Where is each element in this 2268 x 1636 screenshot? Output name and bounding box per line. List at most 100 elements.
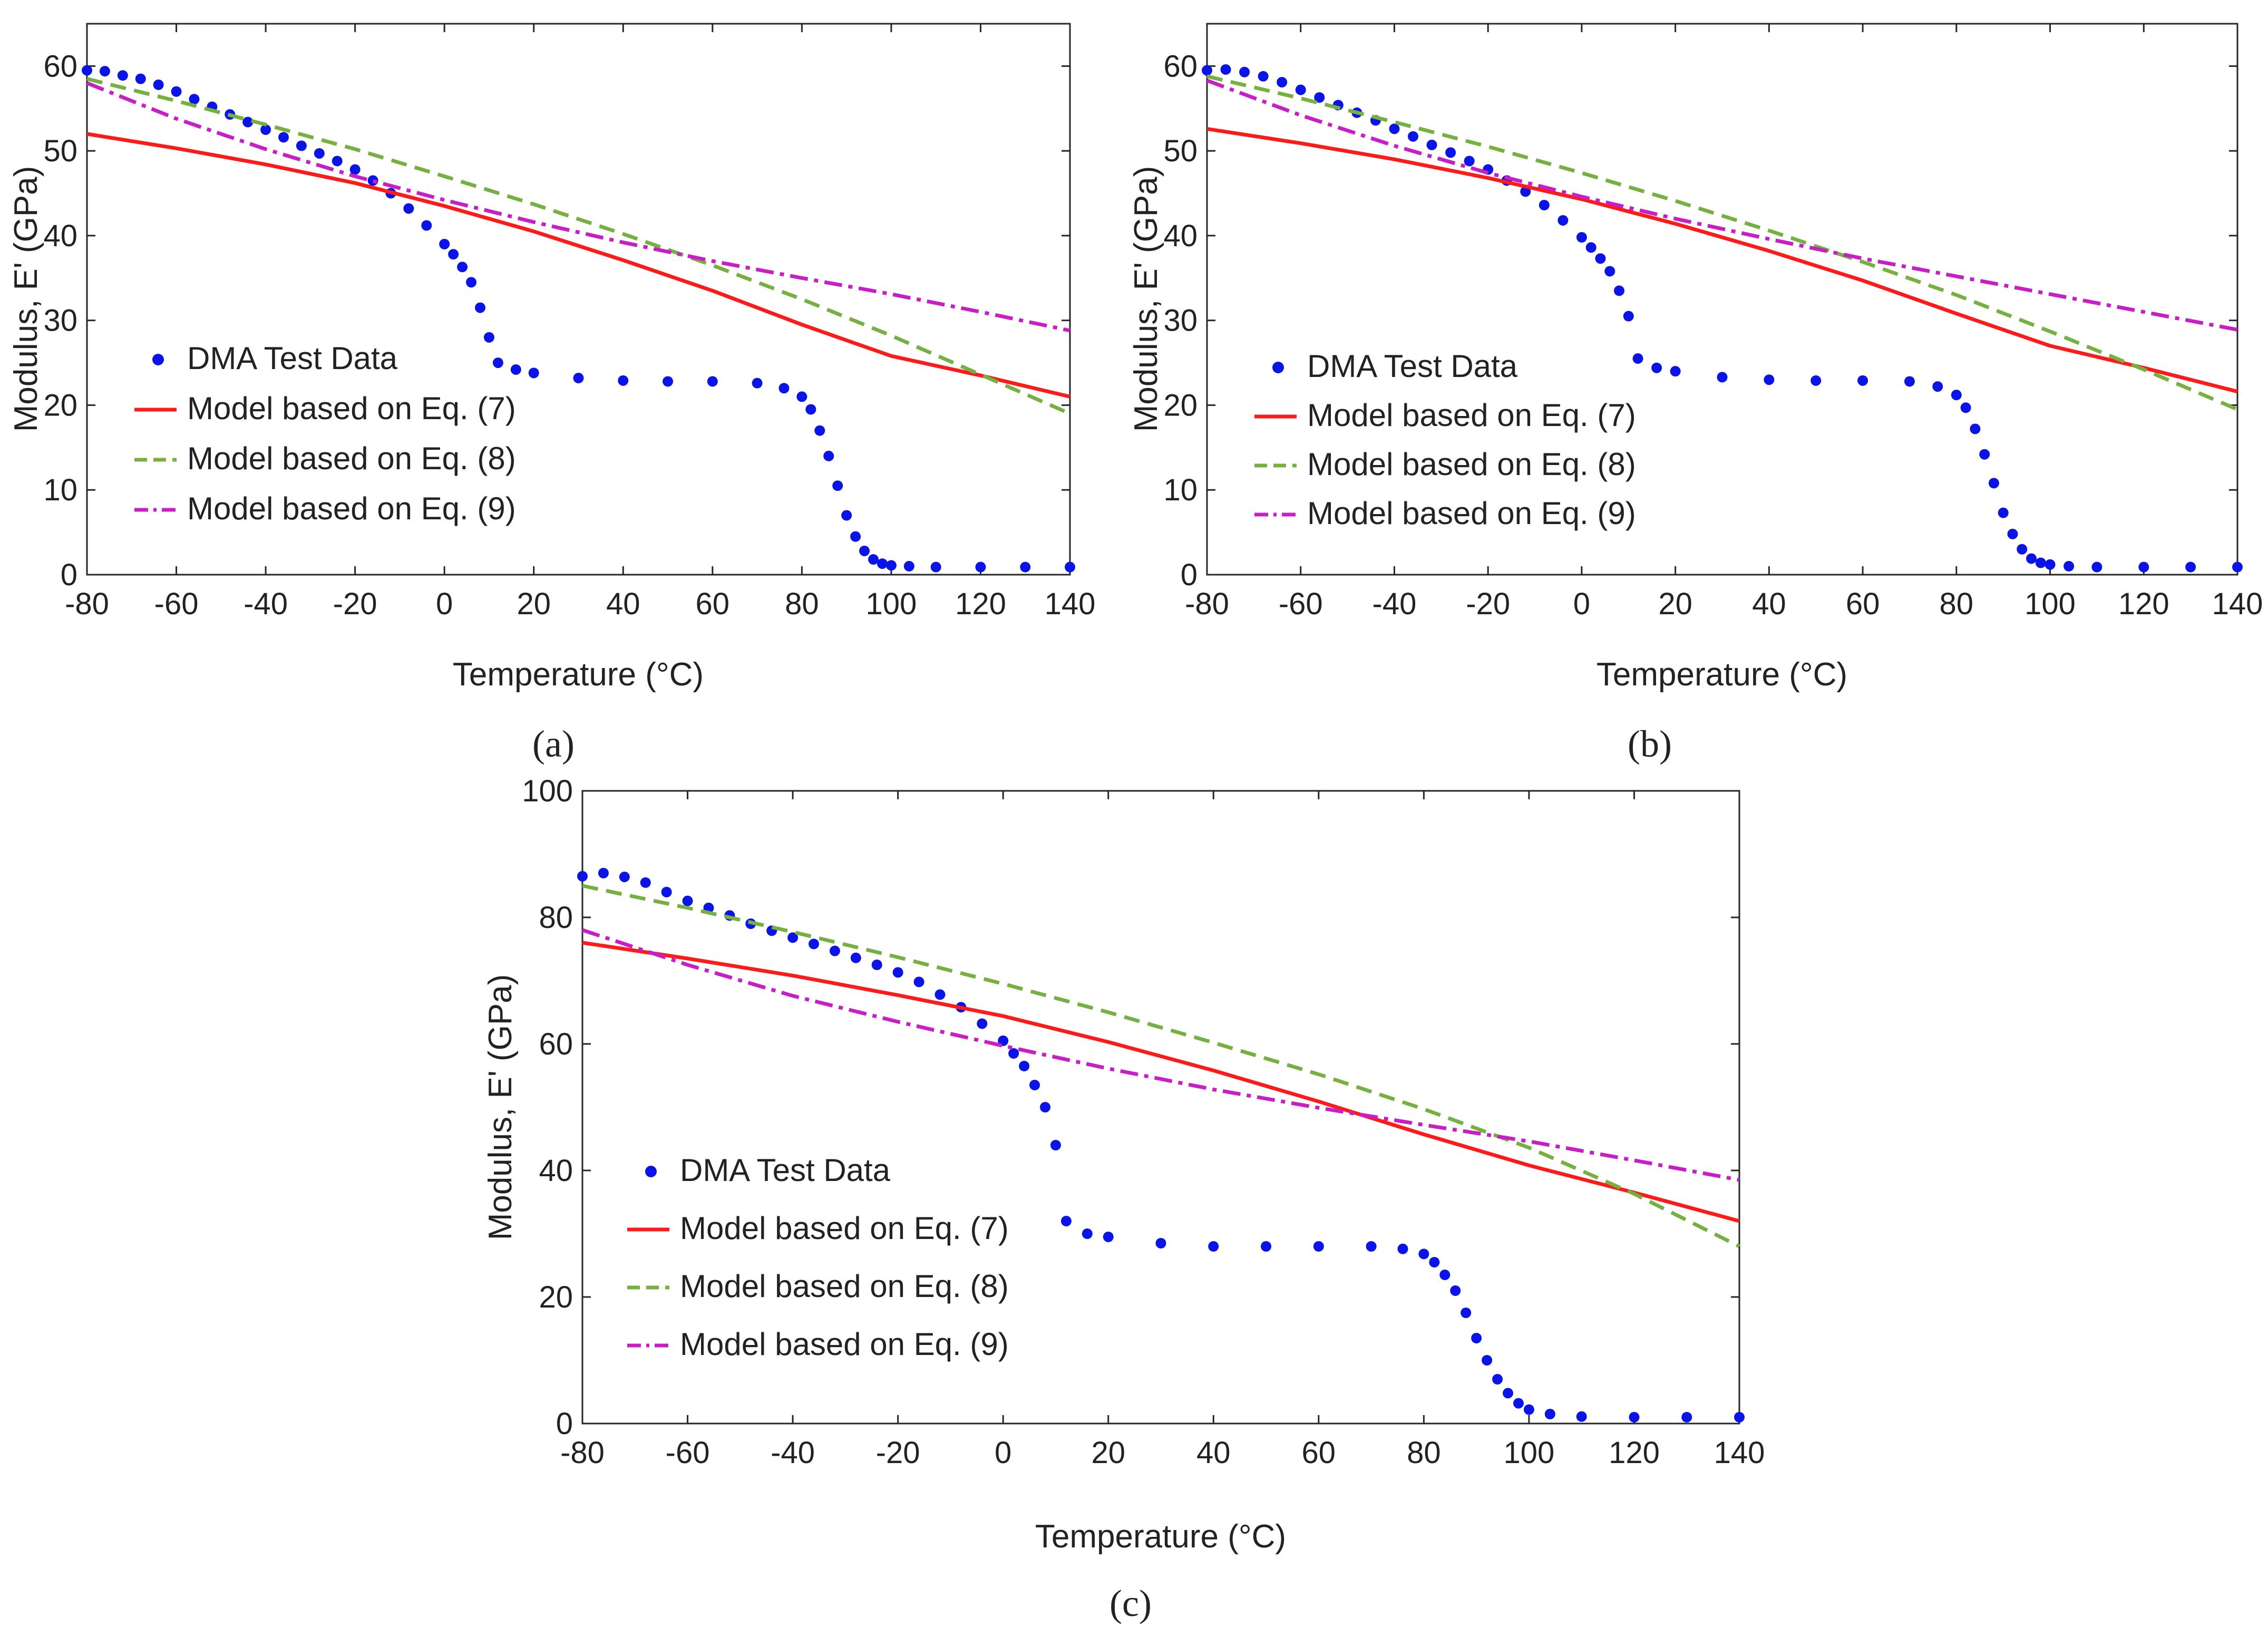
chart-a: -80 -60 -40 -20 0 20 40 60 80 100 120 140 0 10 20 30 40 5… bbox=[8, 23, 1095, 765]
chart-c-dma-point bbox=[1734, 1412, 1745, 1422]
chart-a-legend: DMA Test Data Model based on Eq. (7) Model… bbox=[134, 341, 516, 526]
chart-c-series bbox=[577, 868, 1745, 1422]
chart-a-xtick-label: 80 bbox=[785, 587, 819, 621]
chart-b-dma-point bbox=[1558, 215, 1569, 226]
chart-a-dma-point bbox=[573, 373, 584, 384]
chart-c-dma-point bbox=[1261, 1241, 1272, 1252]
chart-a-panel-label: (a) bbox=[532, 723, 575, 765]
chart-a-dma-point bbox=[618, 375, 629, 386]
chart-b-dma-point bbox=[1857, 375, 1868, 386]
chart-b-legend-marker-0 bbox=[1272, 362, 1284, 373]
chart-c-legend: DMA Test Data Model based on Eq. (7) Model… bbox=[627, 1153, 1009, 1362]
chart-a-dma-point bbox=[278, 132, 289, 143]
chart-a-dma-point bbox=[99, 66, 110, 77]
chart-c-dma-point bbox=[1629, 1412, 1640, 1422]
chart-b-dma-point bbox=[1426, 139, 1437, 150]
chart-a-legend-label-1: Model based on Eq. (7) bbox=[187, 391, 516, 426]
chart-b-dma-point bbox=[1998, 507, 2009, 518]
chart-c-dma-point bbox=[1040, 1102, 1050, 1112]
chart-b-dma-point bbox=[1202, 65, 1212, 76]
chart-b-dma-point bbox=[2007, 528, 2018, 539]
chart-c-dma-point bbox=[619, 872, 630, 883]
chart-b-dma-point bbox=[2063, 560, 2075, 572]
chart-c-dma-point bbox=[892, 967, 903, 978]
chart-a-dma-point bbox=[832, 480, 843, 491]
chart-b-dma-point bbox=[1651, 362, 1662, 373]
chart-c-dma-point bbox=[640, 877, 651, 888]
chart-a-legend-label-3: Model based on Eq. (9) bbox=[187, 491, 516, 526]
chart-b-ytick-label: 60 bbox=[1163, 49, 1198, 83]
chart-c-dma-point bbox=[1397, 1243, 1408, 1254]
chart-b-frame bbox=[1206, 23, 2238, 576]
chart-b-grid-ticks bbox=[1206, 24, 2238, 576]
chart-a-dma-point bbox=[260, 124, 271, 135]
chart-c-xtick-label: 60 bbox=[1302, 1436, 1336, 1470]
chart-a-xtick-label: -60 bbox=[154, 587, 199, 621]
chart-c-series-line-2 bbox=[582, 884, 1740, 1248]
chart-b-dma-point bbox=[2017, 544, 2028, 555]
chart-c-xtick-label: 40 bbox=[1196, 1436, 1231, 1470]
chart-b-dma-point bbox=[2035, 557, 2046, 568]
chart-a-dma-point bbox=[850, 531, 861, 542]
chart-c-ytick-label: 60 bbox=[539, 1027, 573, 1061]
chart-a-series bbox=[82, 65, 1075, 573]
chart-c-dma-point bbox=[1060, 1216, 1072, 1226]
chart-a-dma-point bbox=[814, 425, 825, 436]
chart-a-dma-point bbox=[903, 560, 914, 572]
chart-a-dma-point bbox=[492, 357, 503, 369]
chart-c-dma-point bbox=[1503, 1388, 1513, 1399]
chart-a-dma-point bbox=[171, 86, 182, 97]
chart-a-legend-label-0: DMA Test Data bbox=[187, 341, 398, 376]
chart-a-dma-point bbox=[778, 383, 790, 394]
chart-a-dma-point bbox=[1020, 562, 1031, 573]
chart-a-dma-point bbox=[349, 164, 361, 175]
chart-b-xtick-label: 60 bbox=[1846, 587, 1880, 621]
chart-a-tick-labels: -80 -60 -40 -20 0 20 40 60 80 100 120 140 0 10 20 30 40 5… bbox=[43, 49, 1095, 621]
chart-c-dma-point bbox=[1429, 1257, 1440, 1267]
chart-a-xtick-label: 120 bbox=[955, 587, 1006, 621]
chart-a-dma-point bbox=[528, 367, 539, 379]
chart-b: -80 -60 -40 -20 0 20 40 60 80 100 120 140 0 10 20 30 40 5… bbox=[1128, 23, 2263, 765]
chart-a-xlabel: Temperature (°C) bbox=[453, 656, 704, 693]
chart-a-ytick-label: 30 bbox=[43, 304, 77, 338]
chart-b-dma-point bbox=[2138, 562, 2149, 573]
chart-b-tick-labels: -80 -60 -40 -20 0 20 40 60 80 100 120 140 0 10 20 30 40 5… bbox=[1163, 49, 2263, 621]
chart-b-dma-point bbox=[1464, 156, 1475, 167]
chart-a-dma-point bbox=[135, 73, 146, 84]
chart-b-dma-point bbox=[1389, 123, 1400, 134]
chart-b-xtick-label: 20 bbox=[1658, 587, 1692, 621]
chart-b-ytick-label: 20 bbox=[1163, 388, 1198, 422]
chart-c-series-line-3 bbox=[581, 928, 1740, 1182]
chart-a-ytick-label: 40 bbox=[43, 219, 77, 253]
chart-a-dma-point bbox=[885, 560, 897, 571]
chart-a-xtick-label: 0 bbox=[436, 587, 453, 621]
chart-c-xtick-label: 20 bbox=[1091, 1436, 1125, 1470]
chart-c-dma-point bbox=[1366, 1241, 1377, 1252]
chart-b-xtick-label: 120 bbox=[2118, 587, 2169, 621]
chart-b-ytick-label: 40 bbox=[1163, 219, 1198, 253]
chart-c-ytick-label: 100 bbox=[522, 774, 573, 808]
chart-a-ylabel: Modulus, E' (GPa) bbox=[8, 166, 44, 432]
chart-c-dma-point bbox=[1471, 1333, 1482, 1343]
chart-b-ytick-label: 0 bbox=[1181, 558, 1198, 592]
chart-c-dma-point bbox=[1082, 1228, 1093, 1239]
chart-b-xtick-label: -20 bbox=[1466, 587, 1510, 621]
chart-c-dma-point bbox=[1681, 1412, 1692, 1422]
chart-b-xtick-label: 100 bbox=[2024, 587, 2076, 621]
chart-a-dma-point bbox=[823, 450, 834, 461]
chart-a-ytick-label: 50 bbox=[43, 134, 77, 168]
chart-c-dma-point bbox=[913, 976, 924, 988]
chart-a-dma-point bbox=[117, 70, 128, 81]
chart-b-dma-point bbox=[1623, 311, 1634, 322]
chart-c-dma-point bbox=[809, 938, 819, 950]
chart-b-xtick-label: -40 bbox=[1373, 587, 1417, 621]
chart-a-dma-point bbox=[153, 79, 164, 90]
chart-c-xtick-label: 80 bbox=[1407, 1436, 1441, 1470]
chart-b-dma-point bbox=[1932, 381, 1943, 392]
chart-b-dma-point bbox=[1970, 423, 1981, 434]
chart-c-dma-point bbox=[1544, 1409, 1555, 1419]
chart-a-dma-point bbox=[859, 545, 870, 556]
chart-a-dma-point bbox=[314, 148, 325, 159]
chart-a-xtick-label: 100 bbox=[866, 587, 917, 621]
